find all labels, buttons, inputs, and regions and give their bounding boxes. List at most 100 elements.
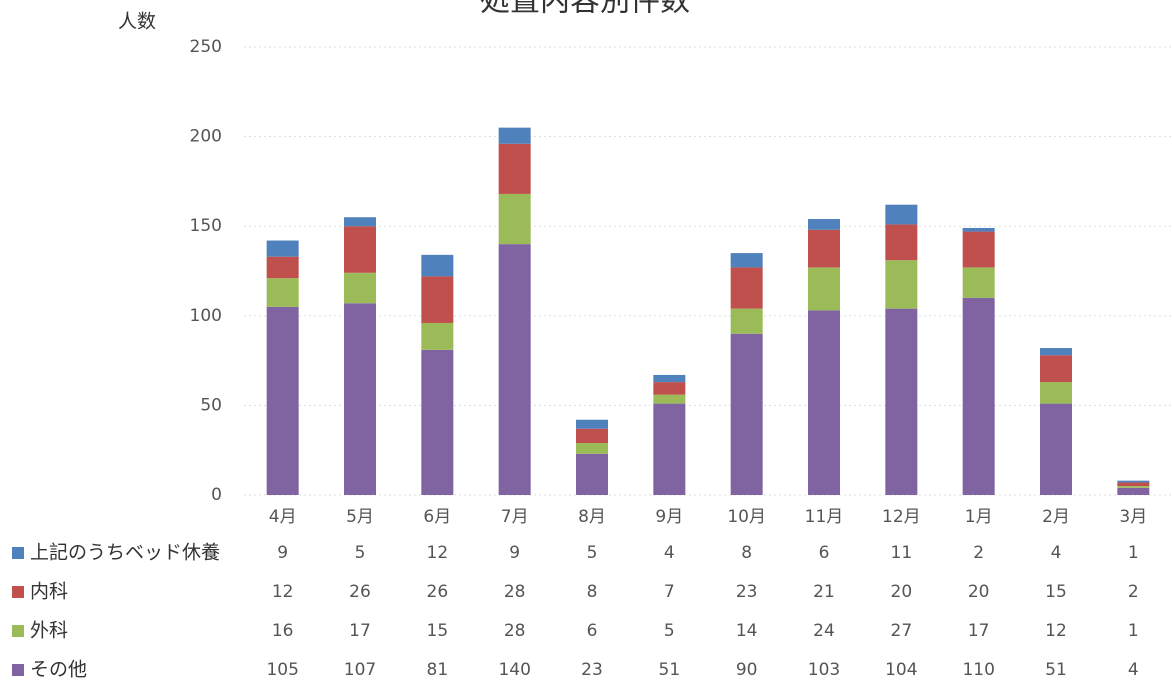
table-value: 12 (272, 582, 294, 602)
table-value: 2 (1128, 582, 1139, 602)
table-value: 107 (344, 660, 376, 680)
table-value: 27 (891, 621, 913, 641)
bar-segment (1117, 482, 1150, 487)
x-tick-label: 12月 (882, 507, 921, 527)
x-tick-label: 4月 (269, 507, 297, 527)
bar-segment (576, 419, 608, 429)
table-value: 16 (272, 621, 294, 641)
bar-segment (266, 256, 299, 279)
bar-segment (576, 443, 608, 454)
x-tick-label: 5月 (346, 507, 374, 527)
legend-label: 上記のうちベッド休養 (30, 542, 220, 564)
table-value: 9 (509, 543, 520, 563)
bar-segment (962, 231, 995, 268)
bar-segment (1040, 403, 1072, 495)
y-tick-label: 100 (190, 306, 222, 326)
bar-segment (1040, 348, 1072, 356)
bar-segment (421, 322, 454, 350)
bar-segment (653, 374, 686, 383)
table-value: 140 (498, 660, 530, 680)
table-value: 21 (813, 582, 835, 602)
x-tick-label: 6月 (423, 507, 451, 527)
legend-swatch (12, 586, 24, 598)
table-value: 4 (1051, 543, 1062, 563)
bar-segment (730, 267, 763, 309)
table-value: 4 (1128, 660, 1139, 680)
bar-segment (808, 219, 840, 230)
table-value: 11 (891, 543, 913, 563)
bar-segment (730, 333, 763, 495)
x-tick-label: 3月 (1119, 507, 1147, 527)
y-tick-label: 200 (190, 127, 222, 147)
bar-segment (266, 240, 299, 257)
bar-segment (421, 254, 454, 277)
table-value: 26 (349, 582, 371, 602)
bar-segment (653, 394, 686, 404)
table-value: 28 (504, 621, 526, 641)
bar-segment (344, 226, 376, 273)
bar-segment (1040, 355, 1072, 383)
bar-segment (576, 428, 608, 444)
bar-segment (1117, 480, 1150, 483)
bar-segment (730, 253, 763, 268)
table-value: 8 (741, 543, 752, 563)
bar-segment (1117, 486, 1150, 488)
table-value: 104 (885, 660, 917, 680)
legend-label: 外科 (30, 620, 68, 642)
table-value: 12 (1045, 621, 1067, 641)
table-value: 103 (808, 660, 840, 680)
bar-segment (808, 310, 840, 495)
table-value: 7 (664, 582, 675, 602)
legend-swatch (12, 664, 24, 676)
legend-swatch (12, 547, 24, 559)
x-tick-label: 11月 (805, 507, 844, 527)
y-axis-label: 人数 (118, 11, 156, 33)
y-tick-label: 50 (200, 395, 222, 415)
table-value: 8 (587, 582, 598, 602)
bar-segment (266, 306, 299, 495)
bar-segment (730, 308, 763, 334)
table-value: 90 (736, 660, 758, 680)
table-value: 14 (736, 621, 758, 641)
x-tick-label: 8月 (578, 507, 606, 527)
bar-segment (498, 244, 531, 495)
bar-segment (498, 143, 531, 194)
x-tick-label: 10月 (727, 507, 766, 527)
table-value: 12 (427, 543, 449, 563)
bar-segment (344, 303, 376, 495)
bar-segment (266, 278, 299, 307)
table-value: 105 (266, 660, 298, 680)
y-tick-label: 150 (190, 216, 222, 236)
table-value: 17 (349, 621, 371, 641)
bar-segment (1040, 382, 1072, 404)
table-value: 110 (962, 660, 994, 680)
bar-segment (344, 217, 376, 227)
table-value: 15 (427, 621, 449, 641)
bar-segment (962, 297, 995, 495)
x-tick-label: 9月 (655, 507, 683, 527)
bar-segment (808, 229, 840, 268)
bar-segment (1117, 487, 1150, 495)
table-value: 9 (277, 543, 288, 563)
table-value: 23 (581, 660, 603, 680)
bar-segment (885, 308, 918, 495)
y-tick-label: 250 (190, 37, 222, 57)
y-tick-label: 0 (211, 485, 222, 505)
table-value: 20 (968, 582, 990, 602)
bar-segment (653, 403, 686, 495)
table-value: 6 (819, 543, 830, 563)
table-value: 15 (1045, 582, 1067, 602)
bar-segment (498, 127, 531, 144)
legend-label: 内科 (30, 581, 68, 603)
table-value: 5 (587, 543, 598, 563)
table-value: 23 (736, 582, 758, 602)
table-value: 20 (891, 582, 913, 602)
table-value: 26 (427, 582, 449, 602)
bar-segment (962, 267, 995, 298)
x-tick-label: 7月 (501, 507, 529, 527)
bar-segment (808, 267, 840, 311)
table-value: 81 (427, 660, 449, 680)
table-value: 1 (1128, 621, 1139, 641)
table-value: 24 (813, 621, 835, 641)
